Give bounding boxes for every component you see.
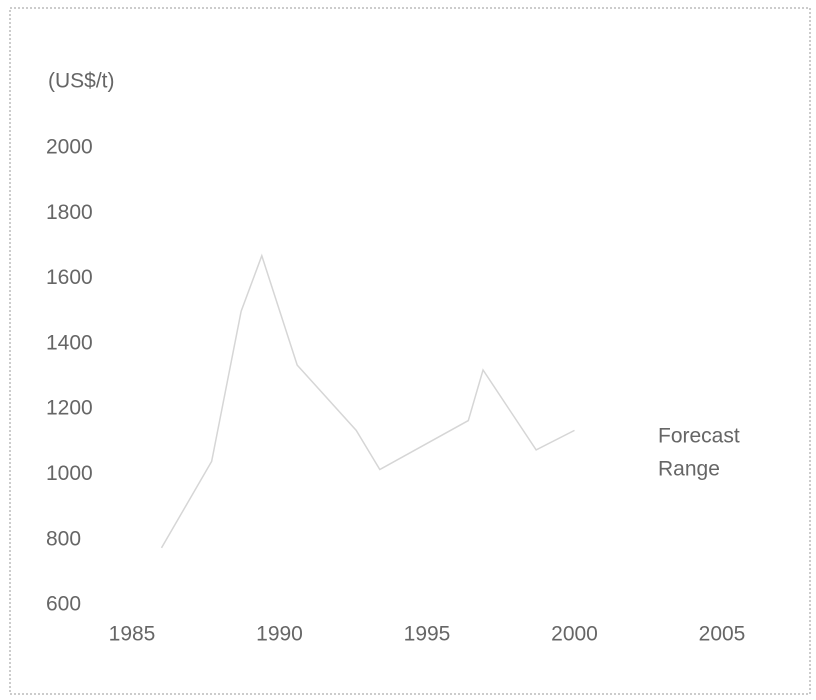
y-tick-label: 1400 — [46, 331, 93, 354]
data-line — [160, 253, 575, 549]
y-unit-label: (US$/t) — [48, 70, 115, 93]
y-tick-label: 600 — [46, 593, 81, 616]
y-tick-label: 1600 — [46, 266, 93, 289]
y-tick-label: 1200 — [46, 397, 93, 420]
x-tick-label: 2000 — [551, 623, 598, 646]
x-tick-label: 1995 — [404, 623, 451, 646]
annotation: Forecast — [658, 425, 740, 448]
y-tick-label: 1800 — [46, 201, 93, 224]
x-tick-label: 1985 — [109, 623, 156, 646]
chart-frame — [9, 7, 811, 695]
y-tick-label: 1000 — [46, 462, 93, 485]
y-tick-label: 2000 — [46, 136, 93, 159]
x-tick-label: 2005 — [699, 623, 746, 646]
x-tick-label: 1990 — [256, 623, 303, 646]
y-tick-label: 800 — [46, 527, 81, 550]
annotation: Range — [658, 458, 720, 481]
